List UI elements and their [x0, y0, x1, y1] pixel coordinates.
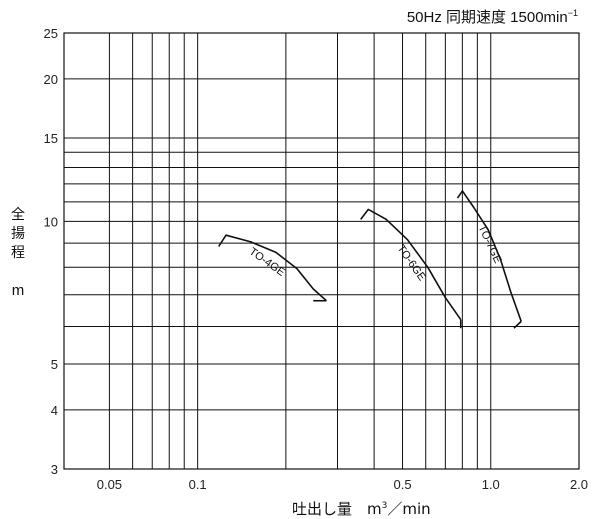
pump-curves: TO-4GE TO-6GE TO-7GE	[218, 190, 522, 329]
y-axis-label: 全 揚 程 m	[8, 206, 28, 300]
pump-curve-to-7ge	[456, 190, 522, 322]
x-tick-label: 1.0	[482, 477, 500, 492]
pump-curve-to-6ge	[360, 208, 462, 321]
y-axis-label-char: 全	[11, 207, 25, 223]
x-axis-label-unit: ／min	[387, 500, 431, 518]
x-axis-label: 吐出し量 m3／min	[292, 498, 431, 519]
y-tick-label: 3	[51, 462, 58, 477]
chart-title-text: 50Hz 同期速度 1500min	[406, 9, 568, 26]
y-axis-label-char: 揚	[11, 226, 25, 242]
curve-label-to-4ge: TO-4GE	[247, 246, 287, 279]
plot-frame	[63, 32, 580, 470]
tick-labels: 0.05 0.1 0.5 1.0 2.0 3 4 5 10 15 20 25	[44, 26, 589, 492]
y-tick-label: 25	[44, 26, 58, 41]
x-tick-label: 0.1	[189, 477, 207, 492]
chart-title: 50Hz 同期速度 1500min−1	[407, 6, 578, 27]
y-tick-label: 20	[44, 72, 58, 87]
chart-title-superscript: −1	[567, 8, 578, 18]
x-tick-label: 2.0	[570, 477, 588, 492]
x-tick-label: 0.05	[97, 477, 122, 492]
y-tick-label: 15	[44, 131, 58, 146]
pump-curve-to-4ge	[218, 234, 327, 302]
x-axis-label-superscript: 3	[381, 501, 388, 511]
curve-label-to-7ge: TO-7GE	[476, 223, 504, 265]
x-axis-label-text: 吐出し量 m	[292, 500, 382, 518]
y-tick-label: 10	[44, 214, 58, 229]
y-tick-label: 5	[51, 357, 58, 372]
curve-label-to-6ge: TO-6GE	[395, 243, 428, 283]
x-tick-label: 0.5	[393, 477, 411, 492]
y-axis-label-char: 程	[11, 245, 25, 261]
y-tick-label: 4	[51, 403, 58, 418]
gridlines	[64, 32, 580, 470]
curve-end-cap	[513, 320, 522, 329]
y-axis-label-unit: m	[11, 282, 25, 299]
